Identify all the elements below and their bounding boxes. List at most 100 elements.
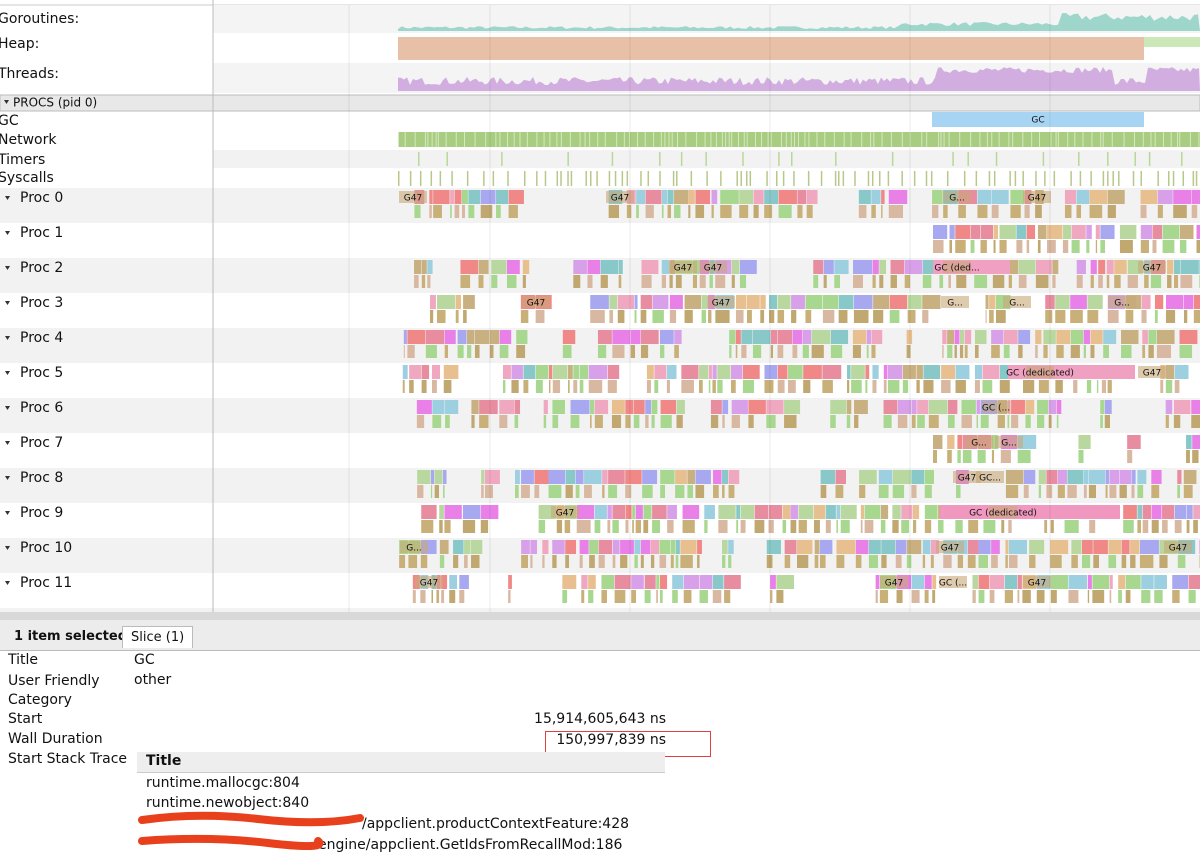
- network-gap: [1031, 132, 1032, 147]
- slice: [923, 540, 931, 554]
- slice-label: G47: [527, 299, 545, 309]
- slice: [1063, 225, 1071, 239]
- sub-slice: [792, 345, 797, 358]
- slice: [956, 365, 970, 379]
- slice: [1029, 540, 1044, 554]
- sub-slice: [1142, 345, 1145, 358]
- slice: [534, 470, 548, 484]
- sub-slice: [1137, 520, 1141, 533]
- slice: [722, 470, 728, 484]
- slice: [788, 365, 803, 379]
- slice: [636, 505, 643, 519]
- sub-slice: [722, 485, 725, 498]
- slice-label: GC (ded...: [934, 264, 979, 274]
- sub-slice: [880, 590, 888, 603]
- slice: [982, 365, 999, 379]
- sub-slice: [881, 555, 886, 568]
- slice: [753, 330, 770, 344]
- field-value: GC: [134, 652, 155, 668]
- field-label: Start: [8, 711, 42, 727]
- slice-label: G...: [1001, 439, 1017, 449]
- sub-slice: [444, 520, 450, 533]
- slice: [743, 365, 760, 379]
- network-gap: [747, 132, 748, 147]
- tab[interactable]: Slice (1): [122, 626, 193, 648]
- slice: [432, 365, 440, 379]
- sub-slice: [968, 555, 976, 568]
- slice: [1166, 295, 1184, 309]
- sub-slice: [509, 205, 518, 218]
- sub-slice: [778, 310, 785, 323]
- syscall-tick: [1070, 171, 1072, 186]
- redaction: [138, 810, 368, 852]
- sub-slice: [1056, 345, 1063, 358]
- sub-slice: [612, 415, 621, 428]
- timer-tick: [446, 152, 448, 166]
- slice: [884, 400, 898, 414]
- slice: [1193, 505, 1200, 519]
- sub-slice: [1006, 485, 1018, 498]
- slice: [831, 330, 848, 344]
- network-gap: [738, 132, 739, 147]
- sub-slice: [854, 310, 869, 323]
- slice: [647, 365, 654, 379]
- syscall-tick: [854, 171, 856, 186]
- slice: [695, 470, 710, 484]
- slice: [898, 400, 911, 414]
- syscall-tick: [536, 171, 538, 186]
- sub-slice: [417, 415, 424, 428]
- syscall-tick: [560, 171, 562, 186]
- sub-slice: [1167, 275, 1171, 288]
- sub-slice: [1108, 310, 1119, 323]
- syscall-tick: [872, 171, 874, 186]
- sub-slice: [536, 310, 545, 323]
- slice: [499, 400, 514, 414]
- slice: [859, 190, 871, 204]
- sub-slice: [1106, 485, 1108, 498]
- slice: [563, 330, 575, 344]
- network-gap: [624, 132, 625, 147]
- syscall-tick: [673, 171, 675, 186]
- slice: [971, 225, 980, 239]
- slice: [619, 260, 623, 274]
- slice: [581, 575, 587, 589]
- network-gap: [1067, 132, 1068, 147]
- network-gap: [556, 132, 557, 147]
- sub-slice: [732, 275, 735, 288]
- slice: [1184, 470, 1197, 484]
- slice: [590, 295, 609, 309]
- counter-label: Threads:: [0, 66, 59, 82]
- sub-slice: [932, 205, 938, 218]
- sub-slice: [708, 310, 711, 323]
- slice: [776, 575, 794, 589]
- sub-slice: [1037, 590, 1045, 603]
- slice: [1105, 400, 1112, 414]
- sub-slice: [889, 205, 903, 218]
- slice: [1098, 260, 1105, 274]
- slice: [1166, 365, 1174, 379]
- proc-label: Proc 4: [20, 330, 63, 346]
- sub-slice: [636, 520, 641, 533]
- sub-slice: [942, 345, 943, 358]
- sub-slice: [1037, 415, 1044, 428]
- timer-tick: [1181, 152, 1183, 166]
- slice: [711, 400, 722, 414]
- sub-slice: [766, 415, 775, 428]
- sub-slice: [998, 415, 1005, 428]
- sub-slice: [892, 520, 898, 533]
- sub-slice: [881, 520, 886, 533]
- network-gap: [882, 132, 883, 147]
- sub-slice: [523, 380, 528, 393]
- sub-slice: [925, 485, 932, 498]
- slice: [1090, 190, 1108, 204]
- syscall-tick: [838, 171, 840, 186]
- track-label: Syscalls: [0, 170, 54, 186]
- slice: [1140, 540, 1159, 554]
- sub-slice: [580, 380, 584, 393]
- network-gap: [645, 132, 646, 147]
- slice: [475, 330, 489, 344]
- slice: [676, 540, 680, 554]
- sub-slice: [636, 205, 639, 218]
- slice: [871, 190, 880, 204]
- slice: [720, 190, 739, 204]
